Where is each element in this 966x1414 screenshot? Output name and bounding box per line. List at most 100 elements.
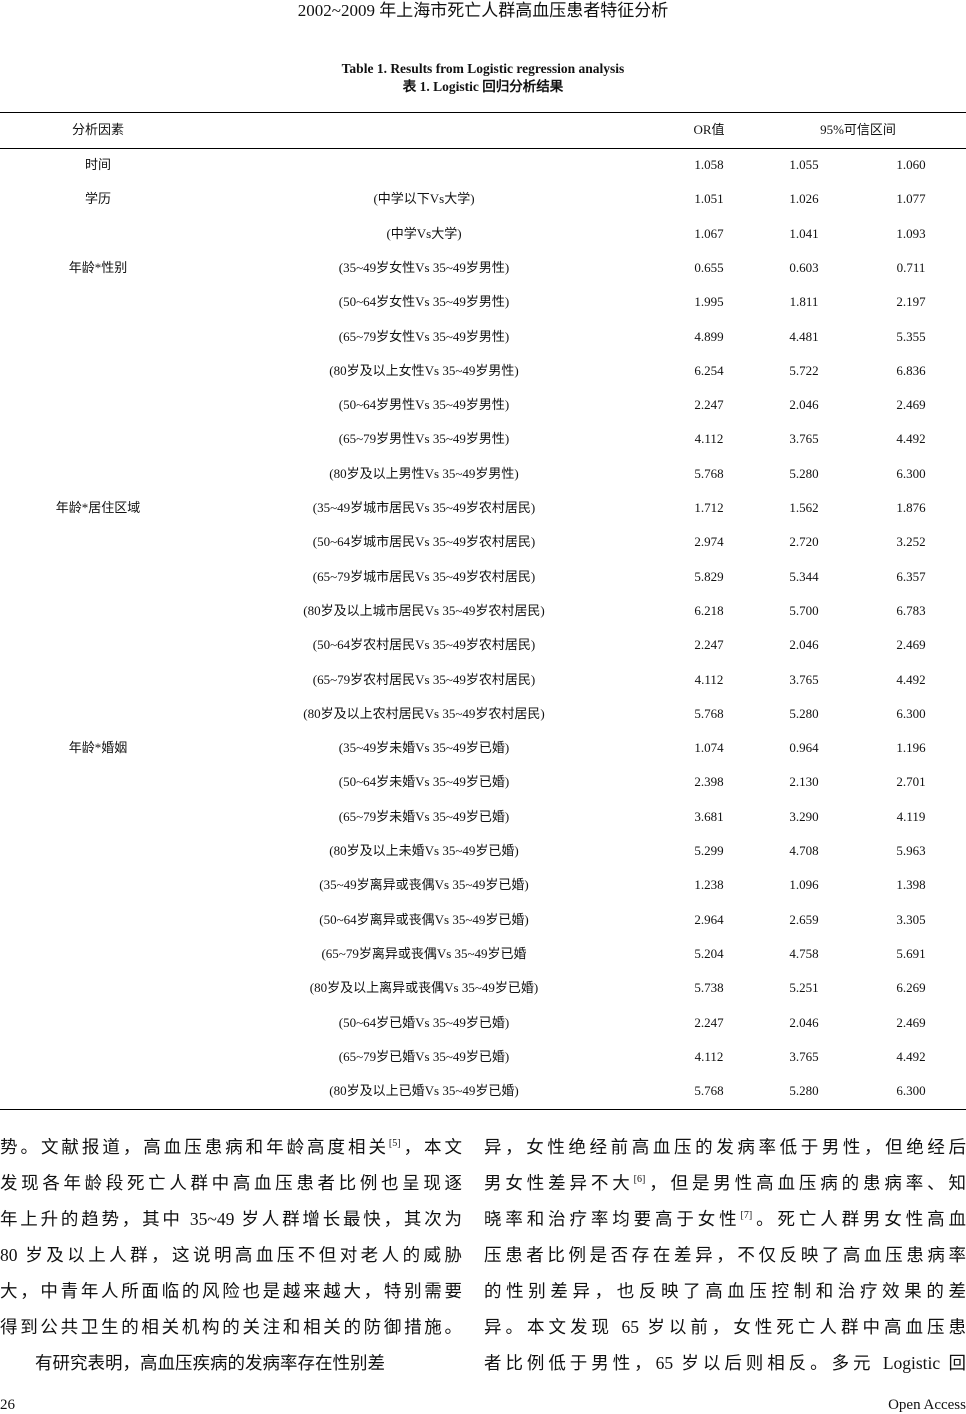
citation-ref[interactable]: [6]: [633, 1174, 646, 1185]
table-row: 年龄*居住区域 (35~49岁城市居民Vs 35~49岁农村居民) 1.712 1.5…: [0, 500, 966, 534]
cell-comparison: (65~79岁离异或丧偶Vs 35~49岁已婚: [321, 945, 527, 961]
cell-upper: 3.252: [896, 534, 926, 550]
line-text: 压患者比例是否存在差异，不仅反映了高血压患病率: [484, 1245, 966, 1265]
line-text: 发现各年龄段死亡人群中高血压患者比例也呈现逐: [0, 1173, 462, 1193]
cell-lower: 1.026: [789, 191, 819, 207]
cell-upper: 4.492: [896, 671, 926, 687]
cell-upper: 6.300: [896, 705, 926, 721]
paragraph-line: 80 岁及以上人群，这说明高血压不但对老人的威胁: [0, 1237, 462, 1273]
cell-lower: 5.280: [789, 1083, 819, 1099]
body-column-left: 势。文献报道，高血压患病和年龄高度相关[5]，本文 发现各年龄段死亡人群中高血压患…: [0, 1129, 462, 1381]
cell-upper: 3.305: [896, 911, 926, 927]
table-row: (80岁及以上离异或丧偶Vs 35~49岁已婚) 5.738 5.251 6.269: [0, 980, 966, 1014]
cell-or: 4.112: [694, 1048, 724, 1064]
table-row: 年龄*婚姻 (35~49岁未婚Vs 35~49岁已婚) 1.074 0.964 1.19…: [0, 740, 966, 774]
paragraph-line: 有研究表明，高血压疾病的发病率存在性别差: [0, 1345, 462, 1381]
cell-comparison: (80岁及以上未婚Vs 35~49岁已婚): [329, 843, 519, 858]
line-text: ，但是男性高血压病的患病率、知: [645, 1173, 966, 1193]
table-row: (50~64岁已婚Vs 35~49岁已婚) 2.247 2.046 2.469: [0, 1015, 966, 1049]
cell-or: 6.218: [694, 602, 724, 618]
cell-upper: 5.963: [896, 843, 926, 858]
cell-comparison: (35~49岁离异或丧偶Vs 35~49岁已婚): [319, 877, 529, 893]
cell-comparison: (65~79岁城市居民Vs 35~49岁农村居民): [312, 568, 536, 584]
cell-lower: 4.708: [789, 843, 819, 858]
line-text: 晓率和治疗率均要高于女性: [484, 1209, 741, 1229]
cell-lower: 1.096: [789, 877, 819, 893]
line-text: 的性别差异，也反映了高血压控制和治疗效果的差: [484, 1281, 966, 1301]
cell-lower: 1.811: [789, 294, 819, 310]
table-row: 学历 (中学以下Vs大学) 1.051 1.026 1.077: [0, 191, 966, 225]
citation-ref[interactable]: [7]: [740, 1210, 753, 1221]
cell-factor: 时间: [84, 157, 112, 172]
cell-comparison: (80岁及以上城市居民Vs 35~49岁农村居民): [303, 602, 545, 618]
cell-or: 5.738: [694, 980, 724, 996]
cell-comparison: (80岁及以上农村居民Vs 35~49岁农村居民): [303, 705, 545, 721]
line-text: 大，中青年人所面临的风险也是越来越大，特别需要: [0, 1281, 462, 1301]
cell-or: 4.899: [694, 328, 724, 344]
paragraph-line: 异。本文发现 65 岁以前，女性死亡人群中高血压患: [484, 1309, 966, 1345]
cell-factor: 年龄*性别: [68, 259, 128, 275]
cell-or: 5.299: [694, 843, 724, 858]
table-top-rule: [0, 112, 966, 113]
table-row: (80岁及以上女性Vs 35~49岁男性) 6.254 5.722 6.836: [0, 363, 966, 397]
cell-comparison: (50~64岁城市居民Vs 35~49岁农村居民): [312, 534, 536, 550]
table-row: (65~79岁男性Vs 35~49岁男性) 4.112 3.765 4.492: [0, 431, 966, 465]
cell-or: 5.829: [694, 568, 724, 584]
cell-upper: 6.357: [896, 568, 926, 584]
cell-lower: 2.046: [789, 1014, 819, 1030]
table-row: (80岁及以上已婚Vs 35~49岁已婚) 5.768 5.280 6.300: [0, 1083, 966, 1117]
citation-ref[interactable]: [5]: [388, 1138, 401, 1149]
paragraph-line: 得到公共卫生的相关机构的关注和相关的防御措施。: [0, 1309, 462, 1345]
paragraph-line: 发现各年龄段死亡人群中高血压患者比例也呈现逐: [0, 1165, 462, 1201]
cell-or: 2.974: [694, 534, 724, 550]
cell-comparison: (50~64岁男性Vs 35~49岁男性): [338, 397, 510, 413]
cell-upper: 1.876: [896, 500, 926, 515]
cell-lower: 3.765: [789, 671, 819, 687]
cell-upper: 6.300: [896, 1083, 926, 1099]
cell-comparison: (50~64岁女性Vs 35~49岁男性): [338, 294, 510, 310]
line-text: 有研究表明，高血压疾病的发病率存在性别差: [35, 1353, 385, 1373]
cell-comparison: (35~49岁未婚Vs 35~49岁已婚): [338, 740, 510, 756]
cell-lower: 4.758: [789, 945, 819, 961]
publisher-label: Open Access: [888, 1397, 966, 1413]
cell-comparison: (65~79岁女性Vs 35~49岁男性): [338, 328, 510, 344]
cell-lower: 0.603: [789, 259, 819, 275]
cell-or: 2.247: [694, 1014, 724, 1030]
line-text: 年上升的趋势，其中 35~49 岁人群增长最快，其次为: [0, 1209, 462, 1229]
cell-comparison: (50~64岁未婚Vs 35~49岁已婚): [338, 774, 510, 790]
line-text: 得到公共卫生的相关机构的关注和相关的防御措施。: [0, 1317, 462, 1337]
cell-or: 2.398: [694, 774, 724, 790]
table-row: (50~64岁离异或丧偶Vs 35~49岁已婚) 2.964 2.659 3.305: [0, 912, 966, 946]
cell-upper: 5.691: [896, 945, 926, 961]
paragraph-line: 者比例低于男性，65 岁以后则相反。多元 Logistic 回: [484, 1345, 966, 1381]
cell-upper: 5.355: [896, 328, 926, 344]
table-header-rule: [0, 148, 966, 149]
paragraph-line: 男女性差异不大[6]，但是男性高血压病的患病率、知: [484, 1165, 966, 1201]
cell-or: 5.768: [694, 1083, 724, 1099]
cell-lower: 1.562: [789, 500, 819, 515]
paragraph-line: 晓率和治疗率均要高于女性[7]。死亡人群男女性高血: [484, 1201, 966, 1237]
table-row: 年龄*性别 (35~49岁女性Vs 35~49岁男性) 0.655 0.603 0.71…: [0, 260, 966, 294]
cell-comparison: (80岁及以上已婚Vs 35~49岁已婚): [329, 1083, 519, 1099]
table-row: (80岁及以上城市居民Vs 35~49岁农村居民) 6.218 5.700 6.783: [0, 603, 966, 637]
cell-lower: 2.130: [789, 774, 819, 790]
cell-lower: 2.046: [789, 637, 819, 653]
cell-or: 1.058: [694, 157, 724, 172]
cell-factor: 年龄*居住区域: [55, 500, 141, 515]
cell-upper: 2.197: [896, 294, 926, 310]
line-text: 。死亡人群男女性高血: [752, 1209, 966, 1229]
cell-comparison: (50~64岁已婚Vs 35~49岁已婚): [338, 1014, 510, 1030]
table-caption-en: Table 1. Results from Logistic regressio…: [341, 61, 625, 76]
table-row: (50~64岁城市居民Vs 35~49岁农村居民) 2.974 2.720 3.252: [0, 534, 966, 568]
cell-lower: 2.659: [789, 911, 819, 927]
cell-lower: 1.041: [789, 225, 819, 241]
cell-comparison: (65~79岁已婚Vs 35~49岁已婚): [338, 1048, 510, 1064]
table-row: (65~79岁女性Vs 35~49岁男性) 4.899 4.481 5.355: [0, 329, 966, 363]
table-bottom-rule: [0, 1109, 966, 1110]
cell-comparison: (80岁及以上男性Vs 35~49岁男性): [329, 465, 519, 481]
cell-lower: 5.251: [789, 980, 819, 996]
cell-lower: 5.344: [789, 568, 819, 584]
cell-lower: 0.964: [789, 740, 819, 756]
table-row: (65~79岁未婚Vs 35~49岁已婚) 3.681 3.290 4.119: [0, 809, 966, 843]
table-row: (50~64岁女性Vs 35~49岁男性) 1.995 1.811 2.197: [0, 294, 966, 328]
